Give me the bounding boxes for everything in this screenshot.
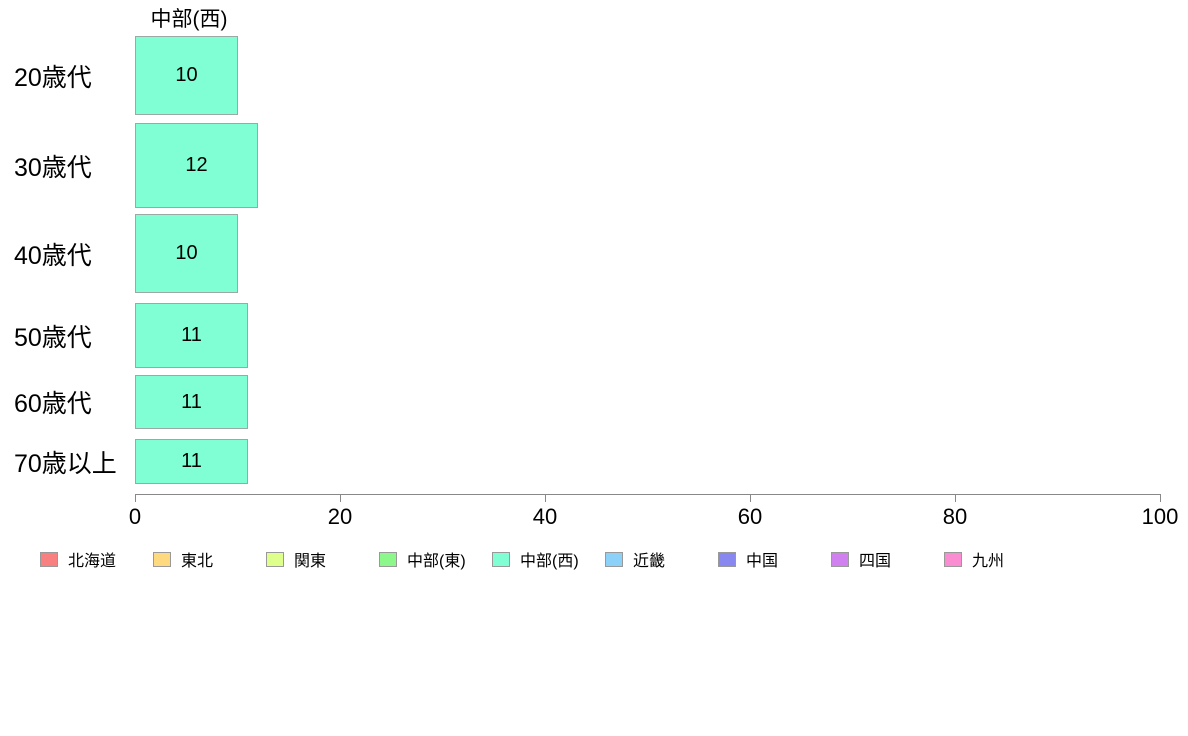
tick-label: 40 — [532, 504, 558, 529]
bar: 12 — [135, 123, 258, 208]
bar: 11 — [135, 439, 248, 484]
legend-label: 中部(東) — [407, 553, 466, 570]
bar-row: 30歳代 12 — [0, 123, 1188, 208]
category-label: 30歳代 — [14, 153, 92, 182]
x-axis-line — [135, 494, 1161, 495]
legend-item-kyushu[interactable]: 九州 — [944, 547, 1057, 571]
tick-label: 80 — [942, 504, 968, 529]
legend-item-tohoku[interactable]: 東北 — [153, 547, 266, 571]
bar-row: 70歳以上 11 — [0, 439, 1188, 484]
bar-value-label: 10 — [175, 64, 198, 86]
legend-item-kinki[interactable]: 近畿 — [605, 547, 718, 571]
bar-row: 50歳代 11 — [0, 303, 1188, 368]
legend-label: 四国 — [859, 553, 892, 570]
category-label: 40歳代 — [14, 241, 92, 270]
legend-swatch — [379, 551, 397, 567]
legend-label: 北海道 — [68, 553, 117, 570]
legend-label: 九州 — [972, 553, 1005, 570]
bar-value-label: 10 — [175, 242, 198, 264]
category-label: 60歳代 — [14, 390, 92, 418]
legend-item-shikoku[interactable]: 四国 — [831, 547, 944, 571]
legend-label: 中国 — [746, 553, 779, 570]
legend-swatch — [831, 551, 849, 567]
legend-label: 近畿 — [633, 553, 666, 570]
tick-label: 0 — [128, 504, 142, 529]
category-label: 20歳代 — [14, 63, 92, 92]
legend-item-chubu-east[interactable]: 中部(東) — [379, 547, 492, 571]
category-label: 50歳代 — [14, 323, 92, 352]
tick-label: 20 — [327, 504, 353, 529]
bar: 10 — [135, 36, 238, 115]
legend-label: 中部(西) — [520, 553, 579, 570]
tick-mark — [750, 494, 751, 502]
legend-label: 関東 — [294, 553, 327, 570]
legend-swatch — [944, 551, 962, 567]
legend-swatch — [40, 551, 58, 567]
tick-mark — [955, 494, 956, 502]
bar-value-label: 12 — [185, 154, 208, 176]
bar-value-label: 11 — [181, 324, 202, 346]
legend-swatch — [605, 551, 623, 567]
bar: 10 — [135, 214, 238, 293]
chart-title: 中部(西) — [150, 8, 228, 31]
legend-item-chugoku[interactable]: 中国 — [718, 547, 831, 571]
legend-item-kanto[interactable]: 関東 — [266, 547, 379, 571]
tick-mark — [545, 494, 546, 502]
bar-row: 40歳代 10 — [0, 214, 1188, 293]
bar: 11 — [135, 303, 248, 368]
legend-label: 東北 — [181, 553, 214, 570]
tick-label: 100 — [1141, 504, 1179, 529]
tick-label: 60 — [737, 504, 763, 529]
bar-row: 20歳代 10 — [0, 36, 1188, 115]
legend-item-chubu-west[interactable]: 中部(西) — [492, 547, 605, 571]
tick-mark — [1160, 494, 1161, 502]
bar-value-label: 11 — [181, 450, 202, 472]
tick-mark — [340, 494, 341, 502]
bar-value-label: 11 — [181, 390, 202, 413]
legend-swatch — [266, 551, 284, 567]
legend: 北海道 東北 関東 中部(東) 中部(西) 近畿 中国 四国 — [40, 547, 1057, 571]
bar-row: 60歳代 11 — [0, 375, 1188, 429]
category-label: 70歳以上 — [14, 449, 117, 478]
bar: 11 — [135, 375, 248, 429]
legend-swatch — [492, 551, 510, 567]
tick-mark — [135, 494, 136, 502]
legend-item-hokkaido[interactable]: 北海道 — [40, 547, 153, 571]
legend-swatch — [718, 551, 736, 567]
legend-swatch — [153, 551, 171, 567]
